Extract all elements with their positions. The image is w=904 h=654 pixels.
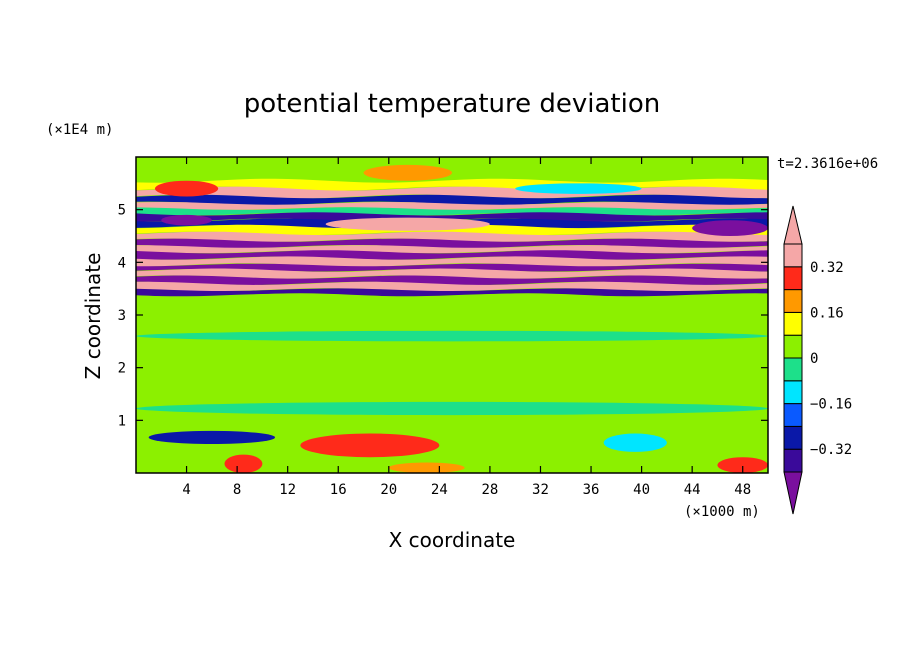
contour-feature	[325, 217, 490, 231]
x-tick-label: 8	[233, 482, 241, 498]
x-tick-label: 48	[734, 482, 751, 498]
contour-feature	[300, 433, 440, 458]
contour-band	[136, 157, 768, 186]
x-tick-label: 44	[684, 482, 701, 498]
contour-feature	[136, 401, 768, 416]
contour-band	[136, 250, 768, 260]
contour-feature	[148, 430, 276, 445]
x-tick-label: 32	[532, 482, 549, 498]
colorbar-segment	[783, 380, 803, 405]
contour-feature	[136, 330, 768, 342]
colorbar-segment	[783, 243, 803, 268]
x-tick-label: 40	[633, 482, 650, 498]
colorbar-segment	[783, 311, 803, 336]
contour-feature	[388, 462, 465, 473]
colorbar: 0.32 0.16 0 −0.16 −0.32	[783, 205, 852, 515]
contour-band	[136, 186, 768, 199]
contour-feature	[154, 180, 219, 197]
chart-title: potential temperature deviation	[244, 89, 660, 119]
contour-feature	[161, 214, 212, 226]
field-layer	[136, 157, 768, 473]
y-tick-label: 1	[118, 413, 126, 429]
y-tick-label: 2	[118, 361, 126, 377]
contour-band	[136, 245, 768, 254]
contour-band	[136, 281, 768, 292]
y-tick-label: 4	[118, 255, 126, 271]
contour-band	[136, 238, 768, 249]
colorbar-segment	[783, 289, 803, 313]
colorbar-segment	[783, 334, 803, 359]
x-tick-label: 4	[182, 482, 190, 498]
colorbar-segment	[783, 403, 803, 427]
contour-band	[136, 263, 768, 272]
colorbar-extend-bottom	[783, 471, 803, 515]
x-tick-label: 36	[583, 482, 600, 498]
colorbar-segment	[783, 266, 803, 291]
x-tick-label: 16	[330, 482, 347, 498]
x-tick-label: 12	[279, 482, 296, 498]
x-tick-label: 20	[380, 482, 397, 498]
y-tick-label: 5	[118, 203, 126, 219]
colorbar-tick-label: 0.16	[810, 305, 844, 321]
contour-feature	[224, 454, 263, 473]
colorbar-tick-label: 0	[810, 351, 818, 367]
contour-feature	[717, 457, 768, 473]
contour-feature	[603, 433, 667, 452]
contour-band	[136, 268, 768, 279]
x-tick-label: 24	[431, 482, 448, 498]
x-unit-label: (×1000 m)	[684, 504, 760, 520]
colorbar-segment	[783, 448, 803, 473]
x-axis-label: X coordinate	[389, 528, 516, 552]
contour-band	[136, 288, 768, 297]
y-axis-label: Z coordinate	[81, 253, 105, 380]
colorbar-segment	[783, 425, 803, 450]
x-tick-label: 28	[481, 482, 498, 498]
colorbar-extend-top	[783, 205, 803, 245]
contour-feature	[515, 183, 642, 194]
colorbar-tick-label: 0.32	[810, 260, 844, 276]
contour-band	[136, 256, 768, 267]
contour-feature	[363, 164, 453, 181]
colorbar-tick-label: −0.16	[810, 397, 852, 413]
colorbar-tick-label: −0.32	[810, 442, 852, 458]
contour-feature	[136, 362, 768, 379]
contour-band	[136, 194, 768, 206]
contour-band	[136, 207, 768, 216]
colorbar-segment	[783, 357, 803, 382]
contour-feature	[692, 220, 768, 237]
contour-band	[136, 224, 768, 236]
contour-band	[136, 275, 768, 285]
contour-band	[136, 231, 768, 242]
time-label: t=2.3616e+06	[777, 156, 878, 172]
y-tick-label: 3	[118, 308, 126, 324]
contour-band	[136, 212, 768, 222]
y-unit-label: (×1E4 m)	[46, 122, 113, 138]
